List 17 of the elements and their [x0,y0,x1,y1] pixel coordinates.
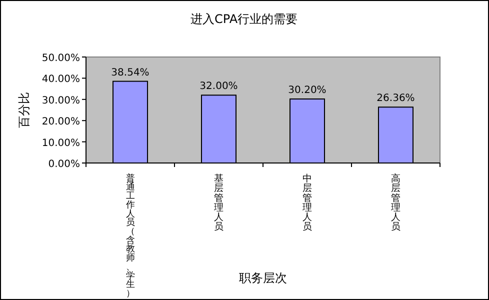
y-tick-label: 10.00% [42,138,80,149]
y-tick-label: 40.00% [42,74,80,86]
y-tick-label: 50.00% [42,53,80,64]
y-tick-label: 20.00% [42,116,80,128]
x-tick-label: 中层管理人员 [302,172,312,233]
data-label: 32.00% [200,81,238,92]
x-tick-label: 基层管理人员 [214,172,224,233]
x-tick-label: 高层管理人员 [390,172,401,233]
x-axis-title: 职务层次 [239,271,287,285]
y-tick-label: 0.00% [48,159,80,170]
data-label: 30.20% [288,84,326,96]
chart-title: 进入CPA行业的需要 [190,12,298,26]
category-label: 普通工作人员（含教师、学生） [126,174,135,299]
data-label: 38.54% [111,67,150,78]
y-tick-label: 30.00% [42,95,80,106]
data-label: 26.36% [376,93,415,104]
y-axis-title: 百分比 [17,92,31,128]
